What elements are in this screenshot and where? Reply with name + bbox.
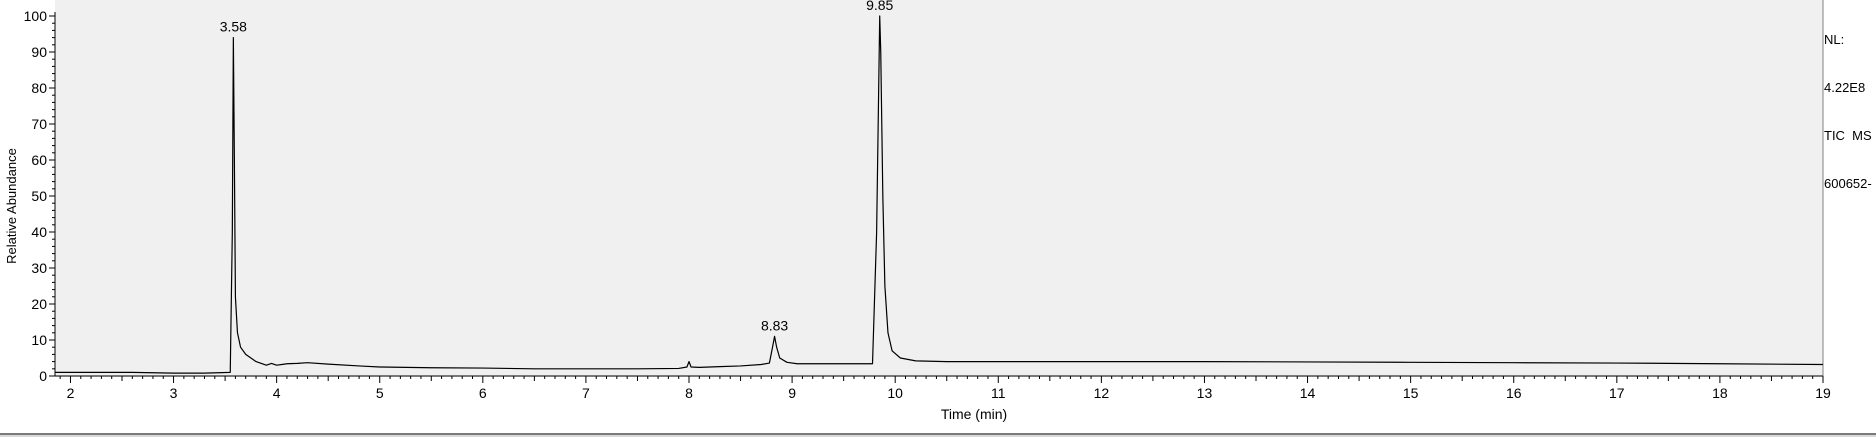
x-tick-label: 11 bbox=[991, 385, 1006, 401]
side-info-panel: NL: 4.22E8 TIC MS 600652- bbox=[1824, 0, 1872, 208]
x-tick-label: 15 bbox=[1403, 385, 1419, 401]
x-tick-label: 6 bbox=[479, 385, 487, 401]
x-tick-label: 13 bbox=[1197, 385, 1213, 401]
x-axis: 2 3 4 5 6 7 8 9 10 11 12 13 14 15 16 17 18 19 bbox=[55, 375, 1831, 401]
y-tick-label: 80 bbox=[31, 80, 47, 96]
y-tick-label: 70 bbox=[31, 116, 47, 132]
y-axis-label: Relative Abundance bbox=[4, 148, 19, 264]
scan-type: TIC MS bbox=[1824, 128, 1872, 143]
y-tick-label: 50 bbox=[31, 188, 47, 204]
x-tick-label: 5 bbox=[376, 385, 384, 401]
x-tick-label: 12 bbox=[1094, 385, 1110, 401]
bottom-divider bbox=[0, 433, 1876, 435]
x-tick-label: 19 bbox=[1815, 385, 1831, 401]
y-axis: 0 10 20 30 40 50 60 70 80 90 100 bbox=[24, 8, 56, 384]
peak-label: 8.83 bbox=[761, 317, 788, 333]
x-tick-label: 10 bbox=[887, 385, 903, 401]
x-tick-label: 17 bbox=[1609, 385, 1625, 401]
x-tick-label: 3 bbox=[170, 385, 178, 401]
x-tick-label: 2 bbox=[67, 385, 75, 401]
x-tick-label: 7 bbox=[582, 385, 590, 401]
y-tick-label: 90 bbox=[31, 44, 47, 60]
sample-id: 600652- bbox=[1824, 176, 1872, 191]
plot-area bbox=[55, 0, 1823, 377]
tic-trace-line bbox=[55, 15, 1824, 374]
x-axis-label: Time (min) bbox=[941, 406, 1007, 422]
x-tick-label: 9 bbox=[788, 385, 796, 401]
y-tick-label: 40 bbox=[31, 224, 47, 240]
nl-label: NL: bbox=[1824, 32, 1845, 47]
x-tick-label: 18 bbox=[1712, 385, 1728, 401]
peak-label: 3.58 bbox=[220, 19, 247, 35]
y-tick-label: 30 bbox=[31, 260, 47, 276]
y-tick-label: 60 bbox=[31, 152, 47, 168]
peak-labels: 3.58 8.83 9.85 bbox=[220, 0, 894, 333]
bottom-divider-shadow bbox=[0, 435, 1876, 437]
x-tick-label: 16 bbox=[1506, 385, 1522, 401]
y-tick-label: 20 bbox=[31, 296, 47, 312]
nl-value: 4.22E8 bbox=[1824, 80, 1866, 95]
x-tick-label: 4 bbox=[273, 385, 281, 401]
peak-label: 9.85 bbox=[866, 0, 893, 13]
y-tick-label: 100 bbox=[24, 8, 48, 24]
x-tick-label: 14 bbox=[1300, 385, 1316, 401]
x-tick-label: 8 bbox=[685, 385, 693, 401]
y-tick-label: 10 bbox=[31, 332, 47, 348]
y-tick-label: 0 bbox=[39, 368, 47, 384]
